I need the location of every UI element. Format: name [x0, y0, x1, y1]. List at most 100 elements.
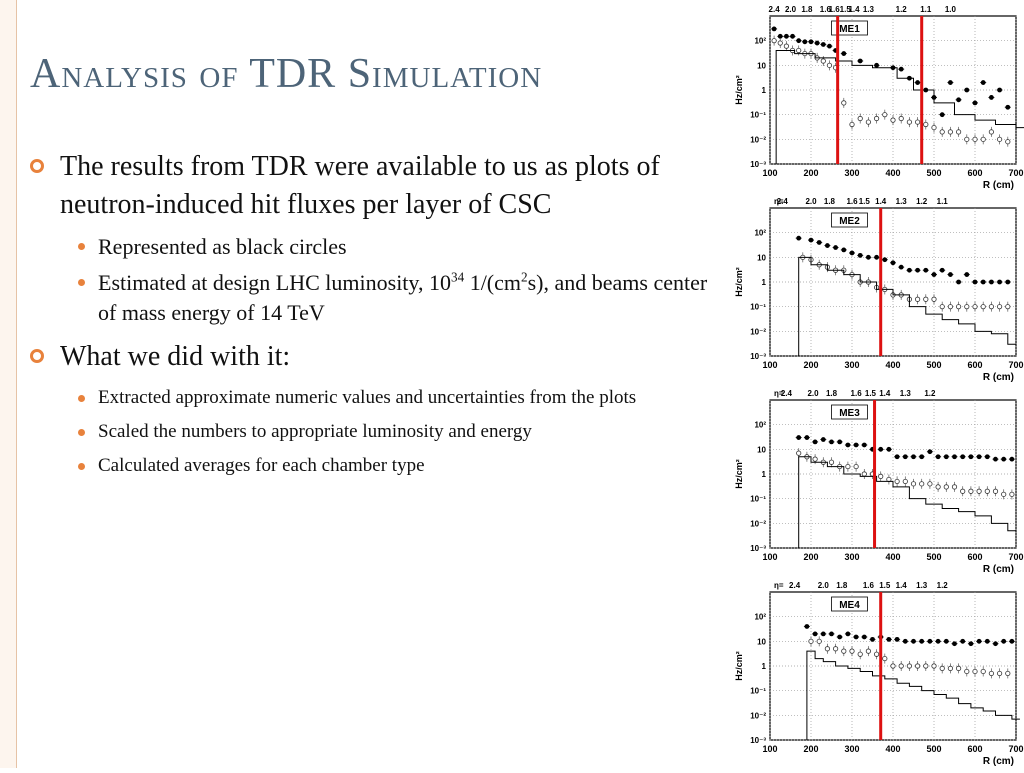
filled-circle-point — [894, 454, 900, 460]
filled-circle-point — [890, 260, 896, 266]
x-axis-label: R (cm) — [983, 180, 1014, 191]
x-tick-label: 300 — [844, 360, 859, 370]
y-tick-label: 1 — [762, 86, 767, 95]
open-circle-point — [927, 481, 933, 487]
open-circle-point — [968, 488, 974, 494]
bullet-ring-icon — [30, 159, 44, 173]
filled-circle-point — [886, 446, 892, 452]
eta-tick-label: 2.4 — [781, 389, 793, 398]
filled-circle-point — [984, 638, 990, 644]
open-circle-point — [923, 296, 929, 302]
filled-circle-point — [820, 631, 826, 637]
filled-circle-point — [907, 267, 912, 273]
eta-tick-label: 1.3 — [900, 389, 912, 398]
filled-circle-point — [935, 638, 941, 644]
filled-circle-point — [816, 240, 822, 245]
x-tick-label: 600 — [967, 744, 982, 754]
chart-me2: 100 200 300 400 500 600 700 10⁻³ 10⁻² 10⁻¹ 1 10 10² η… — [714, 192, 1024, 389]
filled-circle-point — [1009, 456, 1015, 462]
open-circle-point — [874, 651, 880, 657]
filled-circle-point — [827, 43, 832, 49]
filled-circle-point — [1001, 456, 1007, 462]
filled-circle-point — [984, 454, 990, 460]
open-circle-point — [935, 484, 941, 490]
y-tick-label: 1 — [762, 278, 767, 287]
open-circle-point — [906, 119, 912, 125]
eta-tick-label: 2.4 — [769, 5, 781, 14]
open-circle-point — [915, 663, 921, 669]
filled-circle-point — [902, 454, 908, 460]
filled-circle-point — [829, 439, 834, 445]
filled-circle-point — [878, 446, 884, 452]
y-axis-label: Hz/cm² — [734, 267, 744, 297]
eta-tick-label: 2.4 — [789, 581, 801, 590]
x-tick-label: 700 — [1008, 552, 1023, 562]
y-tick-label: 10⁻² — [750, 711, 766, 720]
y-tick-label: 10⁻² — [750, 135, 766, 144]
open-circle-point — [882, 112, 888, 118]
sub-bullet-text: Extracted approximate numeric values and… — [98, 387, 637, 408]
open-circle-point — [980, 304, 986, 310]
y-tick-label: 10⁻¹ — [750, 111, 766, 120]
filled-circle-point — [796, 38, 802, 44]
x-tick-label: 400 — [885, 360, 900, 370]
filled-circle-point — [935, 454, 941, 460]
y-axis-label: Hz/cm² — [734, 651, 744, 681]
open-circle-point — [1005, 139, 1011, 145]
filled-circle-point — [857, 252, 863, 258]
luminosity-mid: 1/(cm — [464, 270, 522, 295]
open-circle-point — [939, 129, 945, 135]
open-circle-point — [947, 129, 953, 135]
filled-circle-point — [784, 33, 789, 39]
chart-me1: 100 200 300 400 500 600 700 10⁻³ 10⁻² 10⁻¹ 1 10 10² 2… — [714, 0, 1024, 197]
filled-circle-point — [796, 235, 802, 241]
filled-circle-point — [943, 454, 949, 460]
x-tick-label: 700 — [1008, 744, 1023, 754]
slide-title: Analysis of TDR Simulation — [30, 51, 543, 97]
eta-prefix-label: η= — [774, 197, 784, 206]
y-axis-label: Hz/cm² — [734, 459, 744, 489]
x-tick-label: 700 — [1008, 168, 1023, 178]
open-circle-point — [826, 62, 833, 68]
open-circle-point — [890, 117, 896, 123]
sub-bullet-text: Scaled the numbers to appropriate lumino… — [98, 421, 532, 442]
filled-circle-point — [898, 264, 904, 270]
filled-circle-point — [948, 80, 953, 85]
chart-me3: 100 200 300 400 500 600 700 10⁻³ 10⁻² 10⁻¹ 1 10 10² η… — [714, 384, 1024, 581]
eta-tick-label: 2.0 — [785, 5, 797, 14]
open-circle-point — [861, 471, 867, 477]
eta-tick-label: 1.4 — [875, 197, 887, 206]
open-circle-point — [956, 129, 962, 135]
x-tick-label: 200 — [803, 168, 818, 178]
open-circle-point — [898, 663, 904, 669]
filled-circle-point — [972, 100, 978, 106]
open-circle-point — [1005, 670, 1011, 677]
open-circle-point — [931, 124, 937, 131]
bullet-what-we-did-text: What we did with it: — [60, 341, 291, 372]
filled-circle-point — [993, 641, 998, 647]
open-circle-point — [865, 648, 871, 654]
y-tick-label: 1 — [762, 470, 767, 479]
eta-tick-label: 1.0 — [945, 5, 957, 14]
open-circle-point — [828, 459, 835, 465]
chart-me4: 100 200 300 400 500 600 700 10⁻³ 10⁻² 10⁻¹ 1 10 10² η… — [714, 576, 1024, 773]
y-axis-label: Hz/cm² — [734, 75, 744, 105]
open-circle-point — [923, 121, 929, 128]
filled-circle-point — [882, 257, 888, 263]
filled-circle-point — [845, 631, 851, 637]
chamber-title-frame — [831, 404, 868, 420]
chamber-title: ME2 — [839, 216, 860, 227]
bullet-dot-icon — [78, 279, 85, 286]
open-circle-point — [919, 481, 925, 487]
filled-circle-point — [964, 272, 970, 277]
sub-bullet-luminosity: Estimated at design LHC luminosity, 1034… — [30, 268, 710, 328]
filled-circle-point — [771, 26, 777, 32]
open-circle-point — [833, 646, 839, 652]
filled-circle-point — [952, 454, 957, 460]
open-circle-point — [996, 670, 1003, 677]
eta-tick-label: 1.3 — [916, 581, 928, 590]
filled-circle-point — [956, 279, 961, 285]
eta-tick-label: 2.0 — [818, 581, 830, 590]
eta-tick-label: 1.2 — [937, 581, 949, 590]
open-circle-point — [857, 115, 863, 122]
